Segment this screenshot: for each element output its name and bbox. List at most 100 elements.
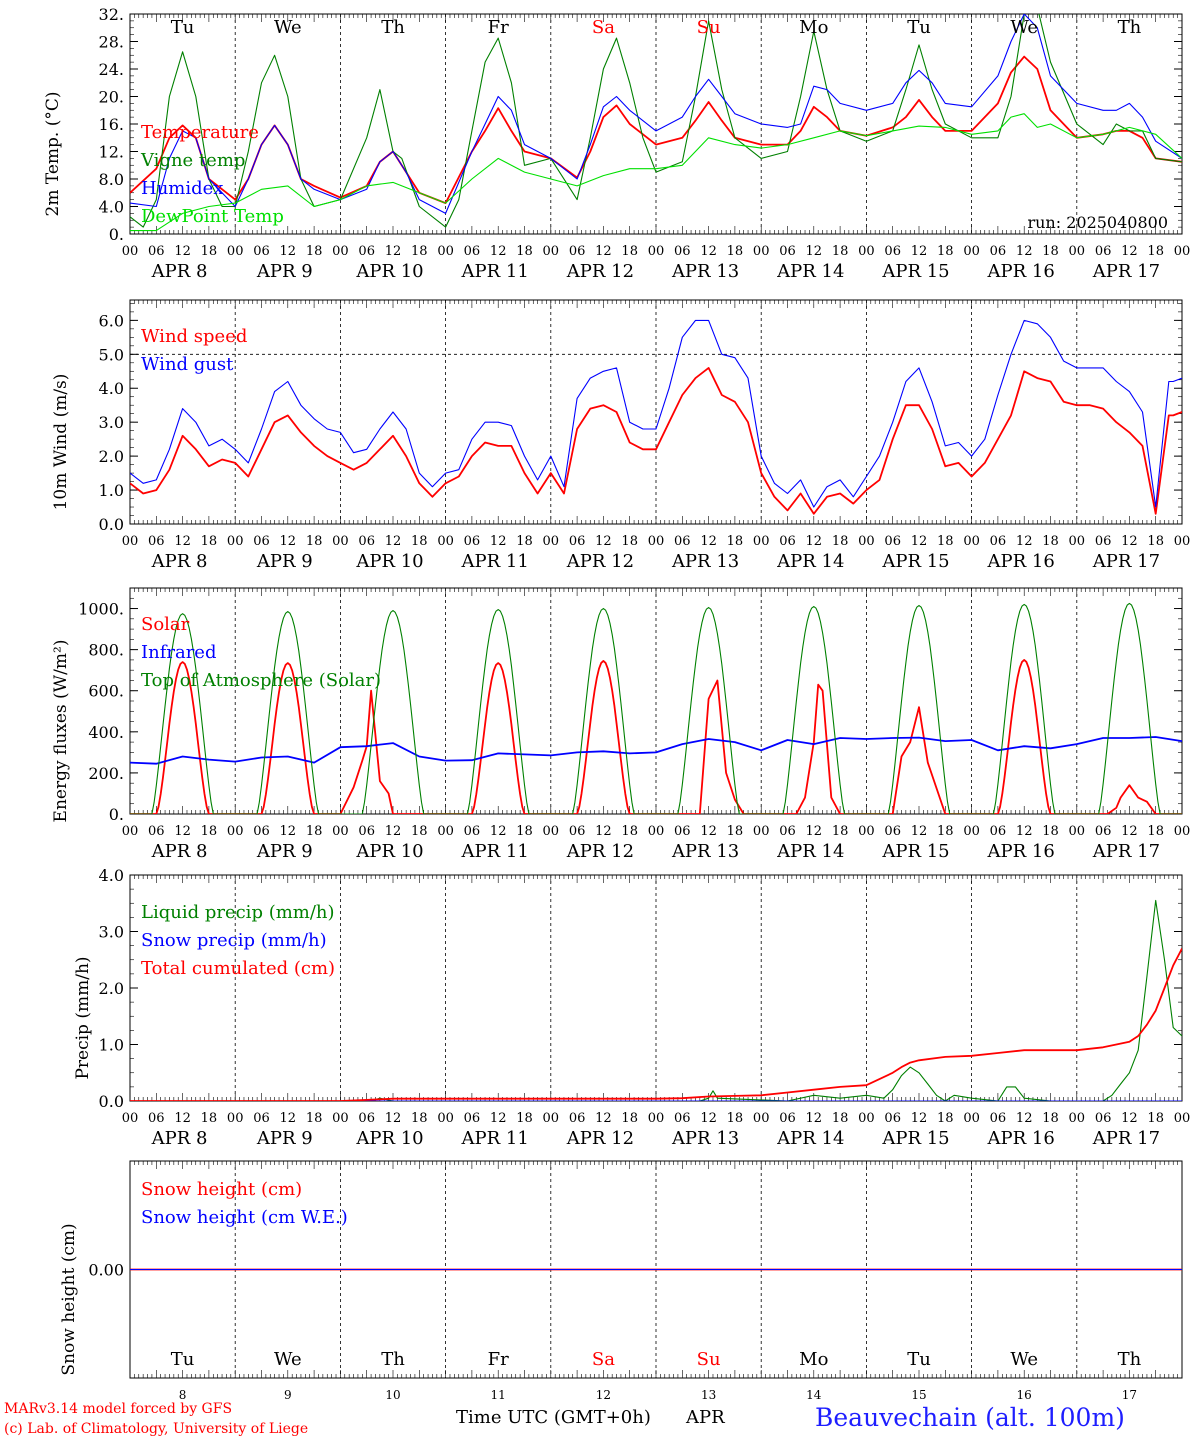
hour-tick-label: 06 (779, 244, 796, 259)
date-label: APR 14 (776, 841, 844, 862)
model-credit: MARv3.14 model forced by GFS (4, 1401, 232, 1417)
hour-tick-label: 00 (858, 1111, 875, 1126)
day-number-label: 13 (701, 1388, 716, 1402)
hour-tick-label: 06 (1095, 824, 1112, 839)
day-number-label: 10 (385, 1388, 400, 1402)
date-label: APR 9 (256, 551, 313, 572)
legend-entry: Total cumulated (cm) (141, 958, 335, 979)
hour-tick-label: 00 (543, 1111, 560, 1126)
hour-tick-label: 00 (227, 244, 244, 259)
date-label: APR 12 (566, 261, 634, 282)
legend-entry: Solar (141, 614, 190, 635)
day-name-label: We (274, 1349, 302, 1370)
hour-tick-label: 12 (700, 824, 717, 839)
y-tick-label: 3.0 (99, 413, 124, 432)
legend-entry: DewPoint Temp (141, 206, 284, 227)
panel-precip: 0.0 1.0 2.0 3.0 4.0 Precip (mm/h) Liquid preci… (73, 866, 1190, 1149)
y-tick-label: 0.0 (99, 515, 124, 534)
date-label: APR 9 (256, 841, 313, 862)
lab-credit: (c) Lab. of Climatology, University of L… (4, 1421, 308, 1437)
hour-tick-label: 00 (1174, 824, 1191, 839)
hour-tick-label: 00 (648, 534, 665, 549)
y-axis-label: Snow height (cm) (59, 1223, 79, 1375)
panel-snow: 0.00 Snow height (cm) Snow height (cm) Snow… (59, 1160, 1183, 1402)
date-label: APR 15 (881, 551, 949, 572)
hour-tick-label: 06 (990, 244, 1007, 259)
hour-tick-label: 00 (122, 1111, 139, 1126)
y-axis-label: 10m Wind (m/s) (51, 374, 71, 511)
hour-tick-label: 12 (280, 244, 297, 259)
hour-tick-label: 12 (700, 244, 717, 259)
day-name-label: Tu (907, 1349, 931, 1370)
x-axis-label: Time UTC (GMT+0h) (456, 1407, 651, 1428)
hour-tick-label: 06 (674, 824, 691, 839)
hour-tick-label: 18 (621, 824, 638, 839)
y-tick-label: 20. (99, 88, 124, 107)
date-label: APR 13 (671, 841, 739, 862)
hour-tick-label: 18 (832, 534, 849, 549)
y-tick-label: 1.0 (99, 1036, 124, 1055)
date-label: APR 14 (776, 1128, 844, 1149)
hour-tick-label: 18 (306, 824, 323, 839)
hour-tick-label: 06 (464, 534, 481, 549)
day-name-label: Mo (799, 17, 828, 38)
y-tick-label: 12. (99, 143, 124, 162)
hour-tick-label: 18 (621, 244, 638, 259)
date-label: APR 16 (987, 1128, 1055, 1149)
hour-tick-label: 06 (253, 534, 270, 549)
hour-tick-label: 18 (201, 534, 218, 549)
hour-tick-label: 12 (595, 534, 612, 549)
y-axis-label: Energy fluxes (W/m²) (51, 640, 71, 823)
date-label: APR 8 (151, 551, 208, 572)
hour-tick-label: 12 (385, 824, 402, 839)
hour-tick-label: 18 (411, 244, 428, 259)
hour-tick-label: 18 (937, 244, 954, 259)
hour-tick-label: 00 (122, 244, 139, 259)
hour-tick-label: 18 (1042, 1111, 1059, 1126)
hour-tick-label: 12 (385, 244, 402, 259)
hour-tick-label: 18 (306, 534, 323, 549)
day-name-label: We (274, 17, 302, 38)
day-number-label: 12 (596, 1388, 611, 1402)
legend-entry: Wind gust (141, 354, 234, 375)
hour-tick-label: 00 (1069, 244, 1086, 259)
hour-tick-label: 18 (411, 534, 428, 549)
hour-tick-label: 06 (1095, 534, 1112, 549)
hour-tick-label: 12 (385, 1111, 402, 1126)
hour-tick-label: 00 (648, 824, 665, 839)
hour-tick-label: 06 (464, 1111, 481, 1126)
hour-tick-label: 18 (832, 244, 849, 259)
hour-tick-label: 00 (543, 824, 560, 839)
hour-tick-label: 12 (911, 244, 928, 259)
legend-entry: Snow height (cm) (141, 1179, 302, 1200)
date-label: APR 15 (881, 841, 949, 862)
date-label: APR 17 (1092, 261, 1160, 282)
series-liquid-precip-mm-h--line (130, 899, 1182, 1101)
hour-tick-label: 06 (1095, 1111, 1112, 1126)
hour-tick-label: 00 (227, 1111, 244, 1126)
hour-tick-label: 18 (727, 824, 744, 839)
day-name-label: Fr (488, 17, 509, 38)
y-tick-label: 0. (109, 805, 124, 824)
day-name-label: Tu (907, 17, 931, 38)
legend-entry: Infrared (141, 642, 216, 663)
hour-tick-label: 06 (464, 244, 481, 259)
hour-tick-label: 06 (358, 534, 375, 549)
y-tick-label: 16. (99, 115, 124, 134)
y-tick-label: 8.0 (99, 170, 124, 189)
hour-tick-label: 12 (174, 534, 191, 549)
hour-tick-label: 00 (332, 824, 349, 839)
hour-tick-label: 12 (490, 824, 507, 839)
run-label: run: 2025040800 (1027, 213, 1168, 232)
y-tick-label: 4.0 (99, 379, 124, 398)
panel-wind: 0.0 1.0 2.0 3.0 4.0 5.0 6.0 10m Wind (m/s) Wind … (51, 299, 1190, 572)
day-name-label: Th (381, 1349, 405, 1370)
hour-tick-label: 12 (1016, 244, 1033, 259)
hour-tick-label: 12 (280, 1111, 297, 1126)
hour-tick-label: 00 (963, 244, 980, 259)
series-total-cumulated-cm--line (130, 948, 1182, 1101)
date-label: APR 8 (151, 1128, 208, 1149)
series-dewpoint-temp-line (130, 113, 1182, 232)
hour-tick-label: 00 (1069, 534, 1086, 549)
